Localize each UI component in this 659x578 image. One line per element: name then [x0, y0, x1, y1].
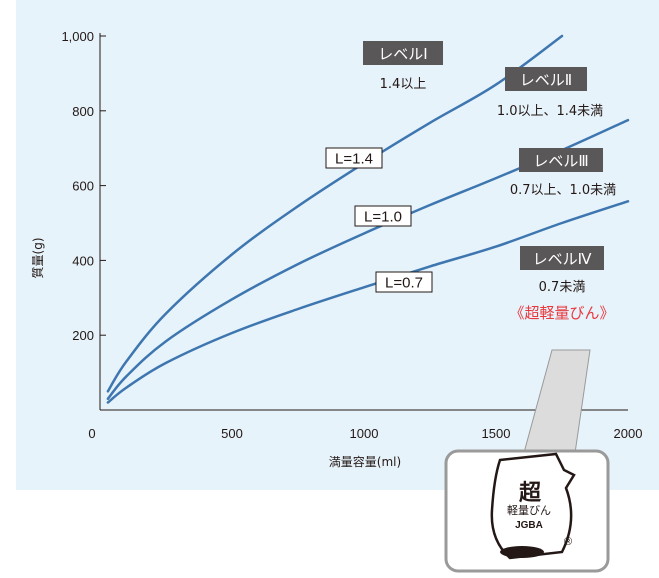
y-axis-label: 質量(g): [30, 238, 45, 279]
y-tick-label: 600: [72, 179, 94, 194]
level-description: 1.4以上: [380, 77, 427, 92]
x-tick-label: 500: [221, 426, 243, 441]
series-label: L=1.4: [335, 151, 373, 168]
callout-pointer: [521, 349, 591, 461]
series-label-box: [354, 205, 412, 227]
level-badge-label: レベルⅠ: [378, 45, 427, 63]
series-label: L=0.7: [385, 275, 423, 292]
level-note: 《超軽量びん》: [509, 304, 614, 322]
level-badge: [505, 67, 587, 91]
level-description: 0.7以上、1.0未満: [510, 183, 616, 198]
logo-mark-org: JGBA: [515, 520, 543, 531]
y-tick-label: 1,000: [61, 29, 94, 44]
level-badge-label: レベルⅡ: [520, 71, 572, 89]
x-tick-label: 2000: [614, 426, 643, 441]
labels: L=1.4 L=1.0 L=0.7 レベルⅠ 1.4以上 レベルⅡ 1.0以上、1.4未満レ…: [325, 41, 616, 322]
series-label: L=1.0: [364, 209, 402, 226]
registered-mark: ®: [564, 536, 572, 548]
series-line-3: [106, 200, 630, 404]
y-tick-label: 200: [72, 328, 94, 343]
ticks: 0 500 1000 1500 2000 200 400 600 800 1,000: [61, 29, 642, 441]
logo-callout: 超 軽量びん JGBA ®: [444, 349, 610, 573]
level-description: 1.0以上、1.4未満: [497, 104, 603, 119]
level-badge: [520, 246, 604, 270]
x-tick-label: 0: [88, 426, 95, 441]
series-label-box: [375, 271, 433, 293]
series-label-box: [325, 147, 383, 169]
y-tick-label: 400: [72, 253, 94, 268]
level-badge-label: レベルⅣ: [533, 250, 592, 268]
y-tick-label: 800: [72, 104, 94, 119]
level-description: 0.7未満: [539, 280, 586, 295]
logo-mark-char: 超: [519, 481, 542, 506]
x-axis-label: 満量容量(ml): [329, 454, 401, 469]
bottle-shadow-icon: [500, 546, 544, 558]
x-tick-label: 1500: [482, 426, 511, 441]
level-badge-label: レベルⅢ: [533, 152, 588, 170]
x-tick-label: 1000: [350, 426, 379, 441]
logo-mark-text: 軽量びん: [507, 504, 551, 517]
level-badge: [519, 148, 603, 172]
level-badge: [363, 41, 443, 65]
series-line-1: [106, 34, 564, 393]
